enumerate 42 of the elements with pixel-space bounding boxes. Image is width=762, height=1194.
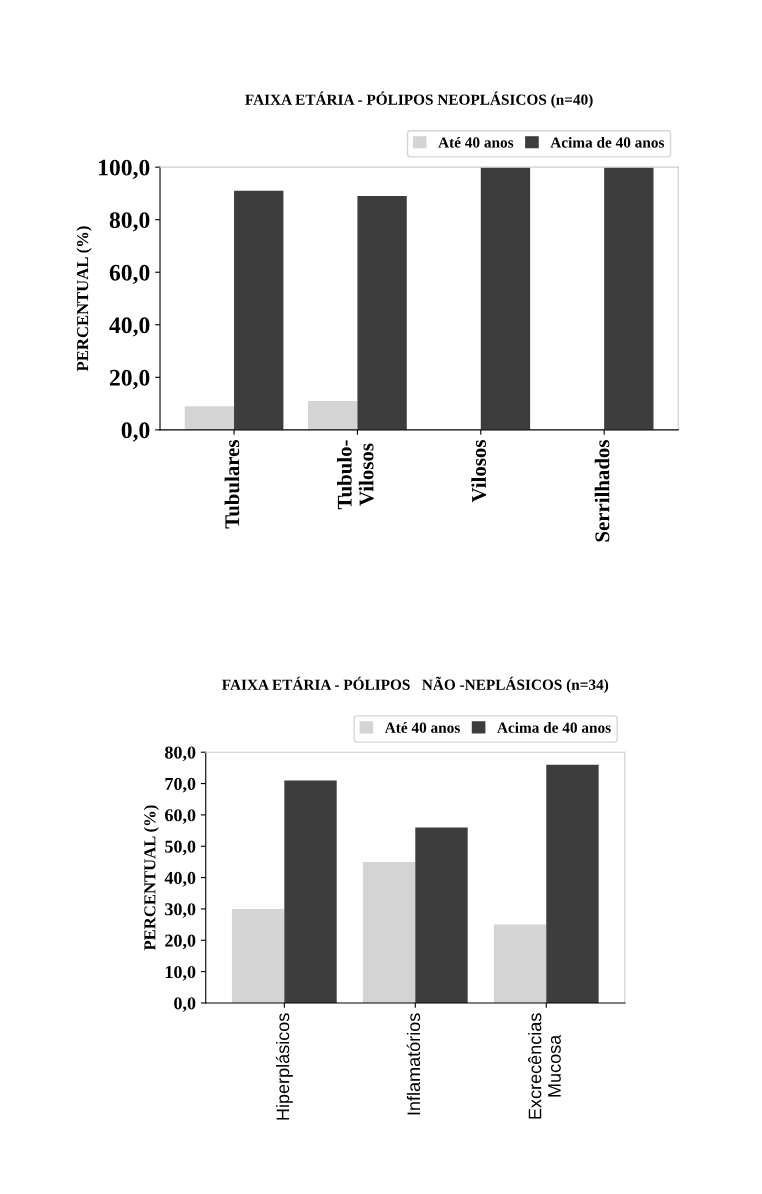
x-tick-label: Tubulo- Vilosos — [337, 440, 374, 510]
chart-title: FAIXA ETÁRIA - PÓLIPOS NÃO -NEPLÁSICOS (n=34) — [222, 676, 609, 693]
y-tick-label: 60,0 — [165, 809, 196, 824]
x-tick-label: Hiperplásicos — [275, 1013, 293, 1120]
bar — [362, 861, 416, 1003]
bar — [480, 167, 531, 430]
y-tick-label: 20,0 — [165, 934, 196, 950]
bar — [357, 196, 407, 430]
y-tick-label: 30,0 — [165, 903, 196, 918]
y-tick-label: 0,0 — [121, 422, 150, 442]
y-tick-label: 100,0 — [99, 159, 150, 180]
x-tick-label: Serrilhados — [594, 440, 610, 542]
x-tick-label: Tubulares — [224, 440, 240, 529]
x-tick-label: Excrecências Mucosa — [528, 1013, 561, 1119]
y-axis-title: PERCENTUAL (%) — [76, 226, 92, 372]
legend-label: Acima de 40 anos — [497, 722, 611, 733]
y-tick-label: 10,0 — [165, 965, 196, 981]
bar — [284, 780, 337, 1003]
bar — [546, 764, 599, 1003]
x-tick-label: Inflamatórios — [406, 1013, 421, 1115]
y-tick-label: 60,0 — [109, 264, 150, 285]
legend-label: Até 40 anos — [438, 136, 514, 148]
bar — [493, 924, 547, 1003]
x-tick-label: Vilosos — [471, 440, 487, 503]
bar — [415, 827, 468, 1003]
chart-title: FAIXA ETÁRIA - PÓLIPOS NEOPLÁSICOS (n=40) — [245, 91, 593, 108]
bar — [308, 400, 358, 430]
y-axis-title: PERCENTUAL (%) — [143, 805, 159, 951]
bar — [231, 908, 285, 1003]
y-tick-label: 80,0 — [165, 746, 196, 762]
legend-label: Acima de 40 anos — [550, 136, 665, 148]
y-tick-label: 40,0 — [109, 317, 150, 337]
y-tick-label: 0,0 — [174, 997, 196, 1013]
bar — [184, 406, 235, 430]
legend-label: Até 40 anos — [384, 722, 460, 733]
y-tick-label: 50,0 — [165, 840, 196, 856]
bar — [604, 167, 654, 430]
y-tick-label: 80,0 — [109, 212, 150, 232]
y-tick-label: 70,0 — [165, 777, 196, 793]
y-tick-label: 20,0 — [109, 369, 150, 390]
bar — [234, 190, 284, 430]
y-tick-label: 40,0 — [164, 871, 196, 887]
